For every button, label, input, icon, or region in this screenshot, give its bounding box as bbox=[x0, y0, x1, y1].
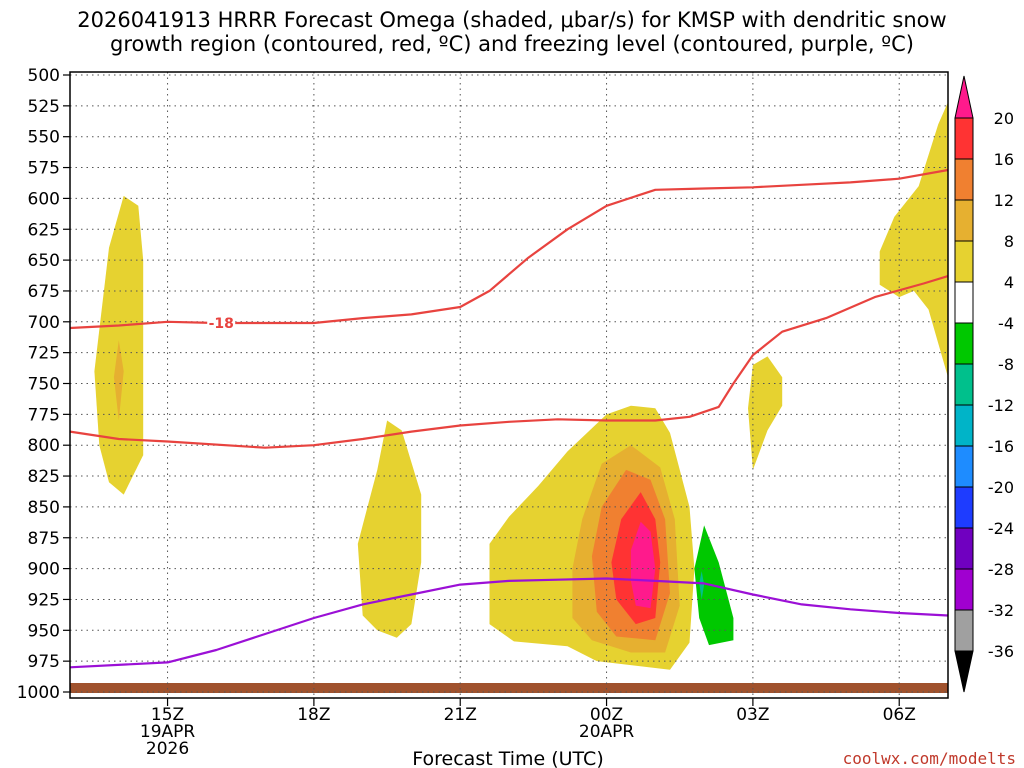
x-tick-label: 15Z bbox=[151, 705, 184, 725]
x-tick-label: 03Z bbox=[736, 705, 769, 725]
colorbar-tick-label: -32 bbox=[988, 601, 1014, 620]
colorbar-swatch bbox=[954, 527, 974, 570]
omega-region-4-8 bbox=[879, 102, 948, 378]
y-tick-label: 950 bbox=[28, 621, 60, 641]
y-tick-label: 975 bbox=[28, 652, 60, 672]
y-tick-label: 825 bbox=[28, 467, 60, 487]
colorbar-top-arrow bbox=[954, 75, 974, 119]
x-tick-label: 18Z bbox=[297, 705, 330, 725]
colorbar-tick-label: -20 bbox=[988, 478, 1014, 497]
colorbar-swatch bbox=[954, 445, 974, 488]
y-tick-label: 800 bbox=[28, 436, 60, 456]
terrain-strip bbox=[70, 683, 948, 693]
chart-title-line2: growth region (contoured, red, ºC) and f… bbox=[110, 32, 914, 56]
chart-title-line1: 2026041913 HRRR Forecast Omega (shaded, … bbox=[77, 8, 946, 32]
x-tick-label: 06Z bbox=[883, 705, 916, 725]
colorbar-bottom-arrow bbox=[954, 650, 974, 693]
colorbar-tick-label: -8 bbox=[998, 355, 1014, 374]
colorbar-tick-label: 4 bbox=[1004, 273, 1014, 292]
x-tick-label: 00Z bbox=[590, 705, 623, 725]
dgz-contour-line bbox=[69, 275, 949, 449]
colorbar: 20 16 12 8 4 -4 -8 -12 -16 -20 -24 -28 -32 -36 bbox=[954, 75, 1014, 693]
colorbar-swatch bbox=[954, 568, 974, 611]
colorbar-swatch bbox=[954, 240, 974, 283]
y-tick-label: 725 bbox=[28, 344, 60, 364]
y-tick-label: 500 bbox=[28, 66, 60, 86]
colorbar-swatch bbox=[954, 609, 974, 652]
x-tick-label: 21Z bbox=[444, 705, 477, 725]
x-date-label: 20APR bbox=[579, 722, 635, 742]
credit-text: coolwx.com/modelts bbox=[843, 749, 1016, 768]
colorbar-tick-label: -28 bbox=[988, 560, 1014, 579]
x-date-label: 19APR bbox=[140, 722, 196, 742]
x-year-label: 2026 bbox=[146, 739, 189, 759]
y-tick-label: 875 bbox=[28, 529, 60, 549]
y-tick-label: 925 bbox=[28, 590, 60, 610]
omega-region-4-8 bbox=[748, 356, 783, 470]
colorbar-swatch bbox=[954, 199, 974, 242]
colorbar-swatch bbox=[954, 158, 974, 201]
y-tick-label: 850 bbox=[28, 498, 60, 518]
y-tick-label: 900 bbox=[28, 560, 60, 580]
y-axis: 500 525 550 575 600 625 650 675 700 725 750 775 800 8… bbox=[17, 66, 70, 703]
colorbar-swatch bbox=[954, 322, 974, 365]
omega-region--8 to -12 bbox=[699, 571, 705, 600]
y-tick-label: 700 bbox=[28, 313, 60, 333]
contour-label-bg bbox=[207, 315, 236, 330]
colorbar-tick-label: 16 bbox=[994, 150, 1014, 169]
colorbar-tick-label: -24 bbox=[988, 519, 1014, 538]
freezing-level-line bbox=[69, 577, 949, 669]
contours: -18 bbox=[69, 168, 949, 669]
y-tick-label: 750 bbox=[28, 375, 60, 395]
plot-frame bbox=[69, 71, 949, 699]
y-tick-label: 650 bbox=[28, 251, 60, 271]
y-tick-label: 675 bbox=[28, 282, 60, 302]
y-tick-label: 1000 bbox=[17, 683, 60, 703]
colorbar-tick-label: 8 bbox=[1004, 232, 1014, 251]
colorbar-swatch bbox=[954, 404, 974, 447]
omega-region->20 bbox=[630, 521, 656, 609]
y-tick-label: 625 bbox=[28, 220, 60, 240]
colorbar-swatch bbox=[954, 117, 974, 160]
omega-region-8-12 bbox=[113, 340, 124, 421]
colorbar-tick-label: -36 bbox=[988, 642, 1014, 661]
y-tick-label: 525 bbox=[28, 97, 60, 117]
y-tick-label: 775 bbox=[28, 405, 60, 425]
colorbar-tick-label: 12 bbox=[994, 191, 1014, 210]
dgz-contour-label: -18 bbox=[209, 316, 234, 332]
colorbar-swatch bbox=[954, 486, 974, 529]
colorbar-swatch bbox=[954, 281, 974, 324]
colorbar-tick-label: -4 bbox=[998, 314, 1014, 333]
y-tick-label: 575 bbox=[28, 159, 60, 179]
colorbar-tick-label: -12 bbox=[988, 396, 1014, 415]
gridlines bbox=[70, 72, 948, 698]
y-tick-label: 550 bbox=[28, 128, 60, 148]
x-axis-label: Forecast Time (UTC) bbox=[412, 748, 603, 768]
colorbar-tick-label: -16 bbox=[988, 437, 1014, 456]
colorbar-tick-label: 20 bbox=[994, 109, 1014, 128]
plot-area: -18 bbox=[69, 71, 949, 699]
omega-region-4-8 bbox=[357, 420, 422, 638]
colorbar-swatch bbox=[954, 363, 974, 406]
omega-shading bbox=[94, 102, 948, 670]
y-tick-label: 600 bbox=[28, 189, 60, 209]
